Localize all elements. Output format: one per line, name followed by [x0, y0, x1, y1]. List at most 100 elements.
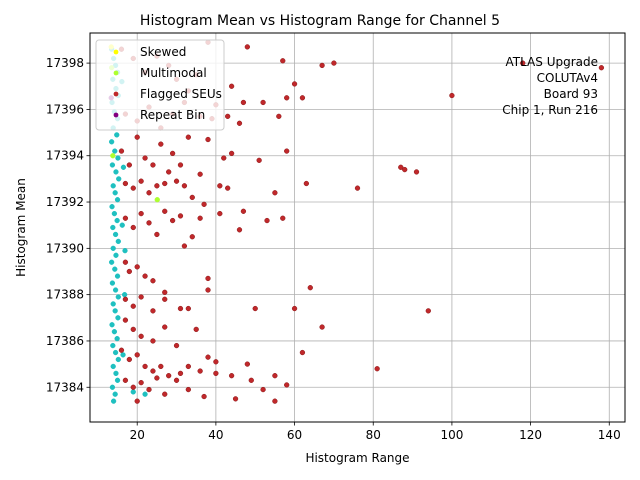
data-point [197, 215, 203, 221]
data-point [109, 204, 115, 210]
data-point [166, 373, 172, 379]
data-point [181, 243, 188, 249]
data-point [126, 268, 132, 275]
data-point [189, 194, 195, 201]
data-point [115, 238, 121, 245]
data-point [154, 231, 160, 238]
data-point [162, 289, 168, 295]
legend-label: Skewed [140, 45, 186, 59]
data-point [260, 386, 266, 393]
data-point [138, 210, 144, 217]
data-point [162, 324, 168, 330]
data-point [120, 164, 127, 170]
data-point [169, 217, 176, 224]
data-point [276, 113, 282, 120]
legend-marker [113, 91, 119, 97]
data-point [134, 264, 140, 270]
data-point [115, 356, 121, 363]
data-point [205, 136, 211, 143]
data-point [201, 393, 207, 400]
x-tick-label: 40 [208, 428, 223, 442]
data-point [402, 166, 408, 173]
data-point [291, 305, 298, 312]
data-point [201, 201, 207, 208]
data-point [118, 347, 125, 353]
y-tick-label: 17396 [46, 102, 84, 116]
data-point [115, 315, 121, 321]
data-point [115, 294, 121, 300]
data-point [162, 391, 168, 397]
chart-title: Histogram Mean vs Histogram Range for Ch… [140, 13, 500, 29]
data-point [130, 303, 136, 309]
data-point [150, 338, 156, 344]
data-point [114, 335, 120, 342]
data-point [112, 231, 119, 238]
chart-annotation: ATLAS Upgrade COLUTAv4 Board 93 Chip 1, Run… [502, 55, 598, 117]
data-point [425, 308, 431, 314]
legend-marker [113, 70, 119, 76]
data-point [158, 363, 164, 370]
data-point [122, 248, 128, 254]
data-point [134, 398, 140, 404]
x-tick-label: 100 [440, 428, 463, 442]
data-point [126, 162, 132, 168]
data-point [142, 273, 148, 279]
data-point [138, 379, 144, 386]
data-point [146, 220, 152, 226]
data-point [114, 197, 121, 203]
x-axis-label: Histogram Range [305, 451, 409, 465]
data-point [162, 296, 168, 302]
data-point [110, 153, 116, 159]
data-point [130, 224, 136, 231]
data-point [197, 368, 203, 374]
annotation-line: COLUTAv4 [537, 71, 598, 85]
data-point [114, 273, 121, 279]
y-tick-label: 17398 [46, 56, 84, 70]
data-point [122, 296, 129, 302]
data-point [112, 308, 118, 314]
data-point [354, 185, 361, 191]
data-point [113, 370, 119, 377]
data-point [150, 308, 156, 314]
data-point [150, 278, 156, 284]
legend: Skewed Multimodal Flagged SEUs Repeat Bin [95, 39, 225, 131]
plot-frame [89, 32, 626, 423]
data-point [109, 322, 115, 328]
data-point [154, 375, 160, 381]
x-tick-label: 120 [519, 428, 542, 442]
data-point [173, 377, 180, 383]
data-point [177, 370, 184, 377]
data-point [272, 190, 278, 196]
data-point [177, 213, 184, 219]
data-point [205, 275, 211, 282]
data-point [264, 217, 270, 224]
data-point [260, 99, 266, 106]
data-point [177, 162, 184, 168]
data-point [126, 356, 132, 363]
data-point [154, 183, 160, 189]
data-point [303, 180, 310, 187]
data-point [205, 287, 211, 293]
data-point [130, 326, 136, 333]
data-point [154, 197, 160, 203]
legend-label: Repeat Bin [140, 108, 205, 122]
data-point [185, 305, 192, 312]
data-point [110, 363, 116, 370]
y-axis-label: Histogram Mean [14, 178, 28, 277]
data-point [110, 301, 116, 307]
data-point [108, 139, 115, 145]
y-tick-label: 17386 [46, 334, 84, 348]
legend-label: Multimodal [140, 66, 207, 80]
data-point [119, 222, 125, 228]
y-tick-label: 17384 [46, 380, 84, 394]
legend-marker [113, 112, 119, 118]
data-point [232, 396, 239, 402]
data-point [319, 62, 325, 69]
y-tick-label: 17392 [46, 195, 84, 209]
data-point [213, 359, 219, 365]
data-point [138, 178, 144, 184]
data-point [185, 386, 192, 393]
data-point [225, 113, 231, 120]
data-point [110, 245, 116, 251]
